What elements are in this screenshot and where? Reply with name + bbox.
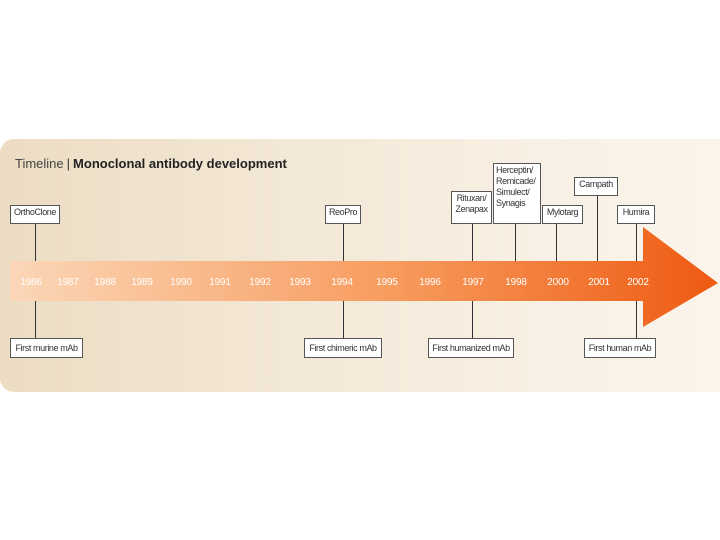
event-box-first-murine: First murine mAb bbox=[10, 338, 83, 358]
year-label: 2002 bbox=[627, 277, 649, 288]
event-box-herceptin: Herceptin/ Remicade/ Simulect/ Synagis bbox=[493, 163, 541, 224]
year-label: 1995 bbox=[376, 277, 398, 288]
year-label: 1992 bbox=[249, 277, 271, 288]
event-box-first-chimeric: First chimeric mAb bbox=[304, 338, 382, 358]
event-box-mylotarg: Mylotarg bbox=[542, 205, 583, 224]
event-box-first-human: First human mAb bbox=[584, 338, 656, 358]
year-label: 2001 bbox=[588, 277, 610, 288]
title-main: Monoclonal antibody development bbox=[73, 156, 287, 171]
year-label: 1998 bbox=[505, 277, 527, 288]
year-label: 1996 bbox=[419, 277, 441, 288]
arrow-shape bbox=[10, 227, 718, 327]
title-separator: | bbox=[66, 156, 71, 171]
year-label: 1997 bbox=[462, 277, 484, 288]
connector-line bbox=[343, 301, 344, 338]
page-title: Timeline | Monoclonal antibody development bbox=[15, 156, 287, 171]
event-box-reopro: ReoPro bbox=[325, 205, 361, 224]
year-label: 1990 bbox=[170, 277, 192, 288]
event-box-humira: Humira bbox=[617, 205, 655, 224]
title-prefix: Timeline bbox=[15, 156, 64, 171]
connector-line bbox=[472, 224, 473, 261]
connector-line bbox=[556, 224, 557, 261]
connector-line bbox=[343, 224, 344, 261]
connector-line bbox=[597, 196, 598, 261]
year-label: 1987 bbox=[57, 277, 79, 288]
connector-line bbox=[472, 301, 473, 338]
year-label: 2000 bbox=[547, 277, 569, 288]
year-label: 1988 bbox=[94, 277, 116, 288]
year-label: 1986 bbox=[20, 277, 42, 288]
connector-line bbox=[35, 224, 36, 261]
year-label: 1989 bbox=[131, 277, 153, 288]
year-label: 1993 bbox=[289, 277, 311, 288]
year-label: 1991 bbox=[209, 277, 231, 288]
event-box-orthoclone: OrthoClone bbox=[10, 205, 60, 224]
connector-line bbox=[636, 224, 637, 261]
connector-line bbox=[636, 301, 637, 338]
connector-line bbox=[515, 224, 516, 261]
event-box-campath: Campath bbox=[574, 177, 618, 196]
connector-line bbox=[35, 301, 36, 338]
event-box-rituxan-zenapax: Rituxan/ Zenapax bbox=[451, 191, 492, 224]
year-label: 1994 bbox=[331, 277, 353, 288]
event-box-first-humanized: First humanized mAb bbox=[428, 338, 514, 358]
